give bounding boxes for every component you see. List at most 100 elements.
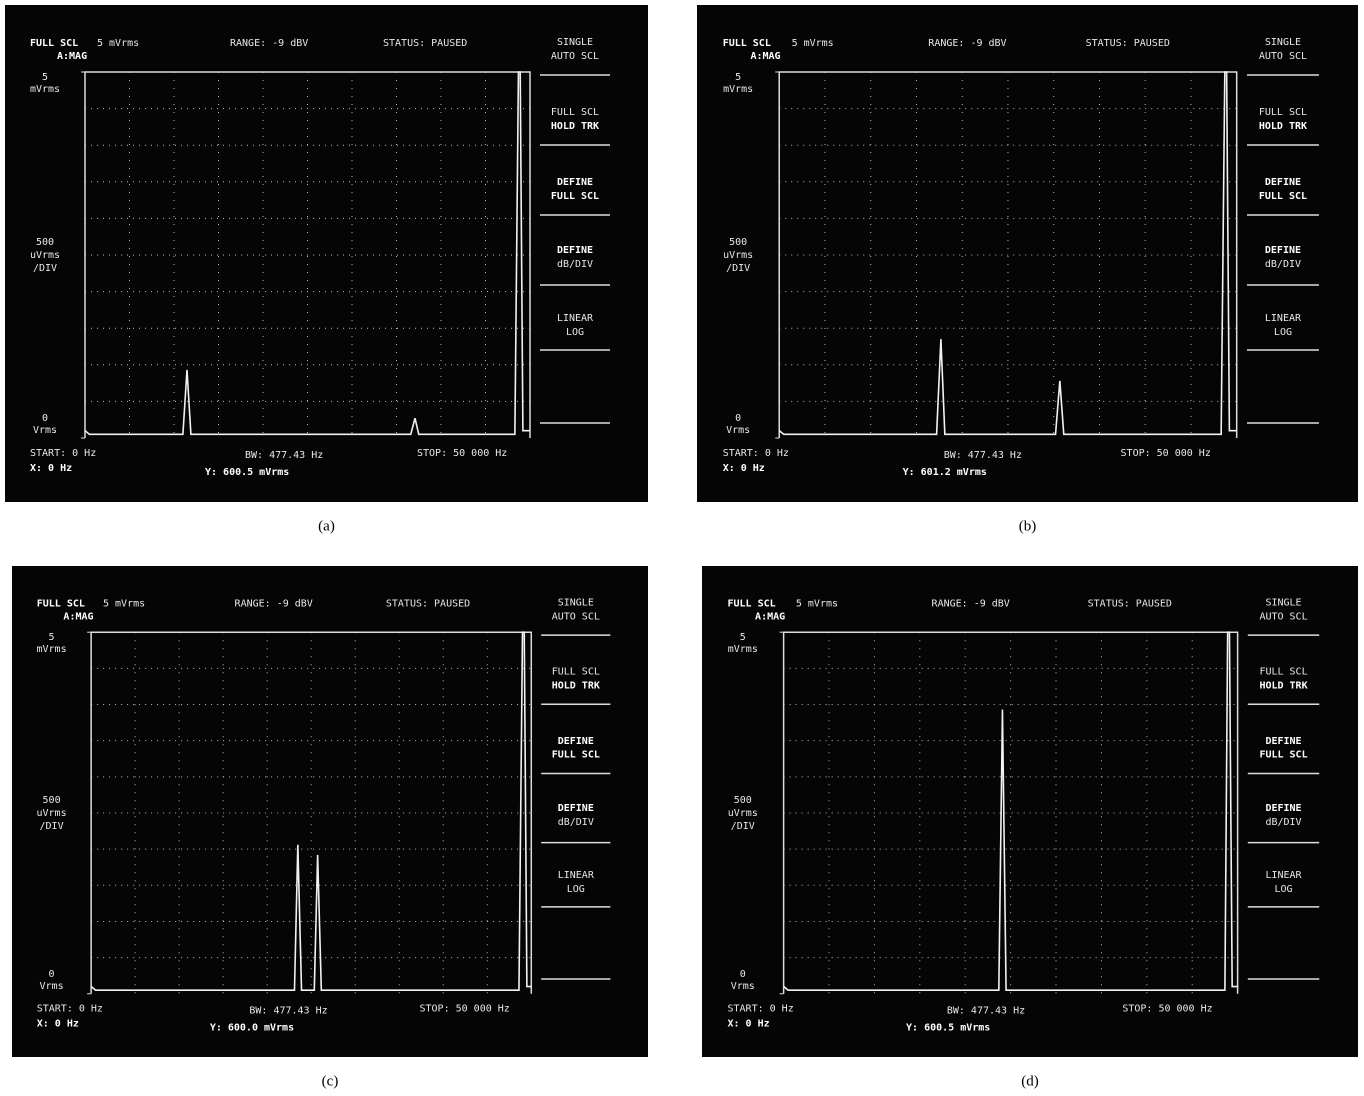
y-scale-label: uVrms	[728, 808, 758, 819]
softkey-label: HOLD TRK	[1259, 121, 1307, 132]
y-tick-label: 5	[49, 632, 55, 643]
softkey-label: dB/DIV	[1265, 259, 1301, 270]
full-scale: FULL SCL	[30, 38, 78, 49]
y-tick-label: 0	[49, 969, 55, 980]
full-scale: FULL SCL	[723, 38, 771, 49]
y-scale-label: 500	[734, 795, 752, 806]
marker-y: Y: 600.5 mVrms	[205, 467, 289, 478]
y-tick-unit: Vrms	[40, 981, 64, 992]
softkey-label: AUTO SCL	[552, 611, 600, 622]
range: RANGE: -9 dBV	[928, 38, 1006, 49]
y-scale-label: 500	[36, 237, 54, 248]
screen	[5, 5, 648, 502]
softkey-label: AUTO SCL	[551, 51, 599, 62]
start: START: 0 Hz	[30, 448, 96, 459]
y-tick-label: 5	[42, 72, 48, 83]
y-tick-label: 5	[735, 72, 741, 83]
y-scale-label: uVrms	[37, 808, 67, 819]
y-tick-unit: Vrms	[33, 425, 57, 436]
softkey-label: DEFINE	[1265, 803, 1301, 814]
bandwidth: BW: 477.43 Hz	[944, 450, 1022, 461]
softkey-label: LINEAR	[558, 870, 595, 881]
full-scale: FULL SCL	[728, 599, 776, 610]
marker-x: X: 0 Hz	[37, 1018, 79, 1029]
softkey-label: DEFINE	[557, 245, 593, 256]
y-scale-label: /DIV	[33, 263, 57, 274]
softkey-label: SINGLE	[1265, 598, 1301, 609]
trace-name: A:MAG	[750, 51, 780, 62]
caption: (b)	[1019, 518, 1037, 534]
softkey-label: HOLD TRK	[551, 121, 599, 132]
caption: (d)	[1021, 1073, 1039, 1089]
stop: STOP: 50 000 Hz	[1122, 1004, 1212, 1015]
softkey-label: SINGLE	[558, 598, 594, 609]
y-tick-label: 0	[740, 969, 746, 980]
marker-y: Y: 600.0 mVrms	[210, 1022, 294, 1033]
softkey-label: DEFINE	[558, 803, 594, 814]
full-scale: FULL SCL	[37, 599, 85, 610]
softkey-label: HOLD TRK	[1259, 681, 1307, 692]
trace-name: A:MAG	[57, 51, 87, 62]
marker-x: X: 0 Hz	[728, 1018, 770, 1029]
y-tick-unit: mVrms	[723, 84, 753, 95]
bandwidth: BW: 477.43 Hz	[245, 450, 323, 461]
y-scale-label: 500	[729, 237, 747, 248]
range: RANGE: -9 dBV	[932, 599, 1010, 610]
softkey-label: LINEAR	[1265, 313, 1302, 324]
start: START: 0 Hz	[723, 448, 789, 459]
full-scale-value: 5 mVrms	[792, 38, 834, 49]
y-tick-unit: mVrms	[728, 644, 758, 655]
plot-frame	[782, 631, 1239, 994]
trace-name: A:MAG	[755, 611, 785, 622]
y-tick-unit: mVrms	[30, 84, 60, 95]
softkey-label: FULL SCL	[552, 750, 600, 761]
status: STATUS: PAUSED	[1088, 599, 1172, 610]
marker-y: Y: 601.2 mVrms	[903, 467, 987, 478]
softkey-label: LOG	[566, 327, 584, 338]
full-scale-value: 5 mVrms	[97, 38, 139, 49]
range: RANGE: -9 dBV	[230, 38, 308, 49]
softkey-label: dB/DIV	[557, 259, 593, 270]
softkey-label: FULL SCL	[1259, 191, 1307, 202]
softkey-label: LOG	[1274, 884, 1292, 895]
softkey-label: FULL SCL	[1259, 750, 1307, 761]
y-scale-label: 500	[43, 795, 61, 806]
softkey-label: DEFINE	[557, 177, 593, 188]
softkey-label: HOLD TRK	[552, 681, 600, 692]
softkey-label: LOG	[567, 884, 585, 895]
y-scale-label: /DIV	[726, 263, 750, 274]
softkey-label: FULL SCL	[1259, 107, 1307, 118]
stop: STOP: 50 000 Hz	[417, 448, 507, 459]
marker-y: Y: 600.5 mVrms	[906, 1022, 990, 1033]
y-scale-label: /DIV	[40, 821, 64, 832]
range: RANGE: -9 dBV	[235, 599, 313, 610]
softkey-label: AUTO SCL	[1259, 611, 1307, 622]
softkey-label: FULL SCL	[551, 107, 599, 118]
screen	[697, 5, 1358, 502]
softkey-label: SINGLE	[557, 37, 593, 48]
stop: STOP: 50 000 Hz	[420, 1004, 510, 1015]
softkey-label: LOG	[1274, 327, 1292, 338]
softkey-label: FULL SCL	[552, 667, 600, 678]
plot-frame	[84, 71, 531, 438]
status: STATUS: PAUSED	[383, 38, 467, 49]
softkey-label: DEFINE	[1265, 177, 1301, 188]
full-scale-value: 5 mVrms	[103, 599, 145, 610]
softkey-label: LINEAR	[1265, 870, 1302, 881]
status: STATUS: PAUSED	[1086, 38, 1170, 49]
marker-x: X: 0 Hz	[30, 463, 72, 474]
softkey-label: dB/DIV	[1265, 817, 1301, 828]
y-tick-label: 0	[42, 413, 48, 424]
y-scale-label: uVrms	[30, 250, 60, 261]
spectrum-trace	[783, 631, 1238, 991]
y-tick-label: 0	[735, 413, 741, 424]
start: START: 0 Hz	[728, 1004, 794, 1015]
stop: STOP: 50 000 Hz	[1121, 448, 1211, 459]
bandwidth: BW: 477.43 Hz	[249, 1006, 327, 1017]
plot-frame	[778, 71, 1238, 438]
caption: (c)	[322, 1073, 339, 1089]
y-tick-label: 5	[740, 632, 746, 643]
softkey-label: dB/DIV	[558, 817, 594, 828]
softkey-label: AUTO SCL	[1259, 51, 1307, 62]
